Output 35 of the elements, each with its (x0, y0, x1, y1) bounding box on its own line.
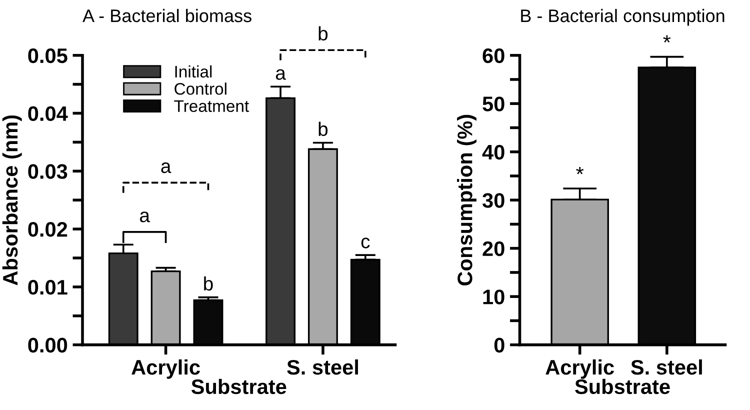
y-tick-label: 60 (482, 48, 504, 64)
x-tick-label: S. steel (631, 359, 702, 375)
annotation: b (318, 122, 328, 136)
y-tick-label: 0 (494, 338, 504, 353)
chart-title: B - Bacterial consumption (521, 8, 724, 26)
annotation: * (576, 166, 584, 174)
y-tick-label: 0.05 (28, 48, 68, 64)
x-tick-label: S. steel (287, 359, 358, 375)
annotation: c (361, 238, 370, 248)
x-tick-label: Acrylic (546, 359, 614, 379)
y-tick-label: 0.04 (28, 106, 68, 121)
x-tick-label: Acrylic (132, 359, 200, 379)
text: b (318, 26, 328, 41)
annotation: a (140, 212, 150, 222)
y-tick-label: 40 (482, 144, 504, 160)
x-axis-title: Substrate (575, 378, 670, 394)
y-tick-label: 0.02 (28, 222, 68, 237)
legend-label: Initial (175, 65, 212, 78)
y-tick-label: 0.00 (28, 338, 68, 353)
legend-label: Control (174, 82, 226, 95)
chart-title: A - Bacterial biomass (82, 8, 252, 22)
y-tick-label: 10 (483, 290, 504, 304)
y-tick-label: 30 (482, 193, 504, 208)
annotation: * (663, 35, 671, 43)
annotation: a (161, 162, 172, 174)
y-axis-title: Consumption (%) (457, 114, 476, 286)
y-tick-label: 0.03 (28, 164, 68, 179)
y-axis-title: Absorbance (nm) (2, 115, 22, 286)
x-axis-title: Substrate (191, 378, 286, 394)
annotation: b (204, 276, 213, 291)
legend-label: Treatment (174, 100, 249, 112)
annotation: a (276, 69, 286, 80)
y-tick-label: 0.01 (28, 280, 68, 295)
y-tick-label: 50 (482, 96, 504, 112)
y-tick-label: 20 (482, 241, 504, 256)
